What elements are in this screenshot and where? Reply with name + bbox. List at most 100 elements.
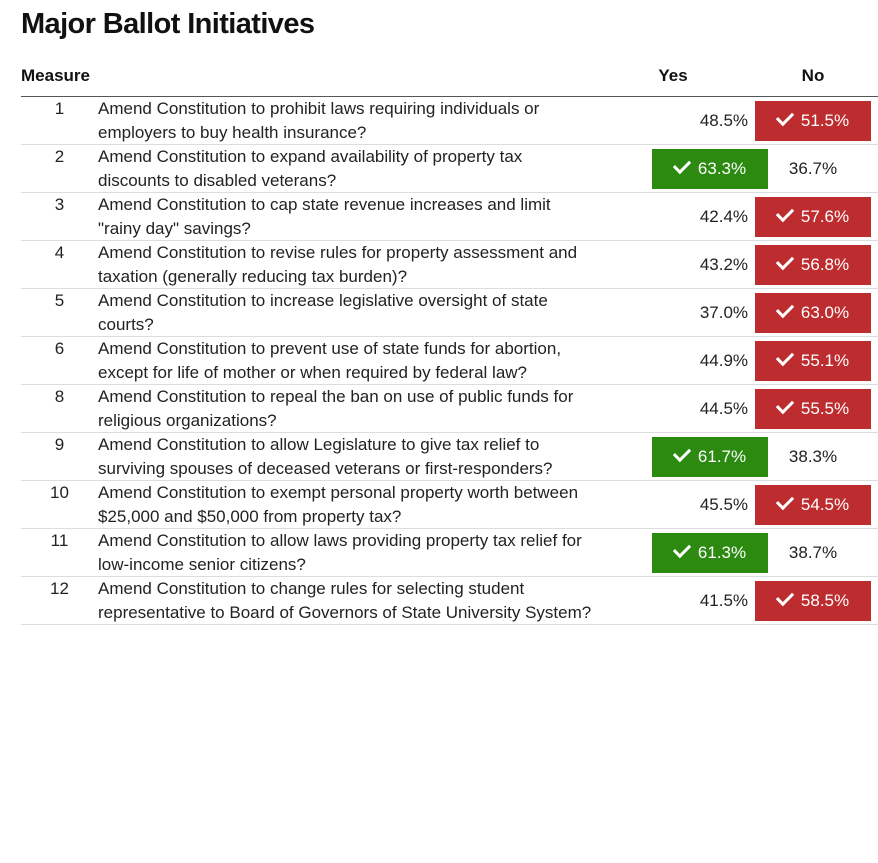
- checkmark-icon: [775, 203, 795, 222]
- measure-description: Amend Constitution to repeal the ban on …: [98, 384, 599, 433]
- yes-winner-badge: 61.3%: [652, 532, 769, 573]
- no-percentage: 55.1%: [800, 350, 850, 370]
- no-percentage: 55.5%: [800, 398, 850, 418]
- checkmark-icon: [775, 395, 795, 414]
- measure-number: 8: [21, 384, 98, 433]
- measure-description: Amend Constitution to change rules for s…: [98, 576, 599, 625]
- no-percentage: 36.7%: [788, 158, 838, 178]
- table-row: 11 Amend Constitution to allow laws provi…: [21, 528, 878, 577]
- no-winner-badge: 63.0%: [755, 292, 872, 333]
- no-percentage: 51.5%: [800, 110, 850, 130]
- yes-result-cell: 43.2%: [598, 240, 749, 289]
- yes-percentage: 63.3%: [697, 158, 747, 178]
- yes-result-cell: 37.0%: [598, 288, 749, 337]
- measure-description: Amend Constitution to revise rules for p…: [98, 240, 599, 289]
- table-row: 6 Amend Constitution to prevent use of st…: [21, 336, 878, 385]
- table-row: 4 Amend Constitution to revise rules for …: [21, 240, 878, 289]
- no-result-cell: 58.5%: [748, 576, 878, 625]
- no-percentage: 54.5%: [800, 494, 850, 514]
- table-row: 1 Amend Constitution to prohibit laws req…: [21, 96, 878, 145]
- no-winner-badge: 58.5%: [755, 580, 872, 621]
- ballot-results-table: Measure Yes No 1 Amend Constitution to pr…: [21, 56, 878, 625]
- checkmark-icon: [775, 107, 795, 126]
- yes-result-cell: 63.3%: [598, 144, 769, 193]
- no-winner-badge: 54.5%: [755, 484, 872, 525]
- measure-description: Amend Constitution to increase legislati…: [98, 288, 599, 337]
- yes-result-cell: 42.4%: [598, 192, 749, 241]
- yes-result-cell: 41.5%: [598, 576, 749, 625]
- no-winner-badge: 57.6%: [755, 196, 872, 237]
- table-row: 8 Amend Constitution to repeal the ban on…: [21, 384, 878, 433]
- checkmark-icon: [775, 347, 795, 366]
- yes-column-header: Yes: [598, 56, 749, 97]
- table-body: 1 Amend Constitution to prohibit laws req…: [21, 96, 878, 625]
- no-result-cell: 55.1%: [748, 336, 878, 385]
- no-winner-badge: 56.8%: [755, 244, 872, 285]
- no-column-header: No: [748, 56, 878, 97]
- no-percentage: 58.5%: [800, 590, 850, 610]
- measure-number: 10: [21, 480, 98, 529]
- table-row: 2 Amend Constitution to expand availabili…: [21, 144, 878, 193]
- measure-description: Amend Constitution to prohibit laws requ…: [98, 96, 599, 145]
- no-result-cell: 36.7%: [748, 144, 878, 193]
- no-percentage: 38.3%: [788, 446, 838, 466]
- checkmark-icon: [775, 491, 795, 510]
- yes-result-cell: 48.5%: [598, 96, 749, 145]
- checkmark-icon: [775, 587, 795, 606]
- checkmark-icon: [775, 299, 795, 318]
- no-result-cell: 54.5%: [748, 480, 878, 529]
- yes-percentage: 44.9%: [699, 350, 749, 370]
- no-winner-badge: 51.5%: [755, 100, 872, 141]
- no-result-cell: 55.5%: [748, 384, 878, 433]
- yes-result-cell: 45.5%: [598, 480, 749, 529]
- yes-percentage: 45.5%: [699, 494, 749, 514]
- measure-description: Amend Constitution to allow Legislature …: [98, 432, 599, 481]
- yes-result-cell: 44.5%: [598, 384, 749, 433]
- measure-number: 3: [21, 192, 98, 241]
- yes-percentage: 48.5%: [699, 110, 749, 130]
- measure-description: Amend Constitution to allow laws providi…: [98, 528, 599, 577]
- yes-percentage: 41.5%: [699, 590, 749, 610]
- no-result-cell: 57.6%: [748, 192, 878, 241]
- no-winner-badge: 55.5%: [755, 388, 872, 429]
- yes-winner-badge: 61.7%: [652, 436, 769, 477]
- measure-number: 6: [21, 336, 98, 385]
- table-row: 12 Amend Constitution to change rules for…: [21, 576, 878, 625]
- checkmark-icon: [672, 443, 692, 462]
- table-row: 5 Amend Constitution to increase legislat…: [21, 288, 878, 337]
- measure-number: 11: [21, 528, 98, 577]
- measure-number: 12: [21, 576, 98, 625]
- no-winner-badge: 55.1%: [755, 340, 872, 381]
- yes-result-cell: 44.9%: [598, 336, 749, 385]
- measure-description: Amend Constitution to prevent use of sta…: [98, 336, 599, 385]
- measure-number: 5: [21, 288, 98, 337]
- measure-number: 1: [21, 96, 98, 145]
- no-result-cell: 38.3%: [748, 432, 878, 481]
- no-result-cell: 38.7%: [748, 528, 878, 577]
- checkmark-icon: [775, 251, 795, 270]
- yes-result-cell: 61.7%: [598, 432, 769, 481]
- measure-number: 2: [21, 144, 98, 193]
- no-result-cell: 51.5%: [748, 96, 878, 145]
- yes-percentage: 37.0%: [699, 302, 749, 322]
- yes-percentage: 42.4%: [699, 206, 749, 226]
- yes-percentage: 44.5%: [699, 398, 749, 418]
- yes-percentage: 43.2%: [699, 254, 749, 274]
- no-percentage: 38.7%: [788, 542, 838, 562]
- no-result-cell: 56.8%: [748, 240, 878, 289]
- yes-winner-badge: 63.3%: [652, 148, 769, 189]
- no-percentage: 57.6%: [800, 206, 850, 226]
- checkmark-icon: [672, 539, 692, 558]
- measure-description: Amend Constitution to cap state revenue …: [98, 192, 599, 241]
- measure-number: 9: [21, 432, 98, 481]
- table-row: 3 Amend Constitution to cap state revenue…: [21, 192, 878, 241]
- page-title: Major Ballot Initiatives: [21, 8, 315, 40]
- measure-column-header: Measure: [21, 56, 599, 97]
- yes-result-cell: 61.3%: [598, 528, 769, 577]
- yes-percentage: 61.3%: [697, 542, 747, 562]
- table-row: 9 Amend Constitution to allow Legislature…: [21, 432, 878, 481]
- measure-number: 4: [21, 240, 98, 289]
- no-percentage: 56.8%: [800, 254, 850, 274]
- measure-description: Amend Constitution to exempt personal pr…: [98, 480, 599, 529]
- yes-percentage: 61.7%: [697, 446, 747, 466]
